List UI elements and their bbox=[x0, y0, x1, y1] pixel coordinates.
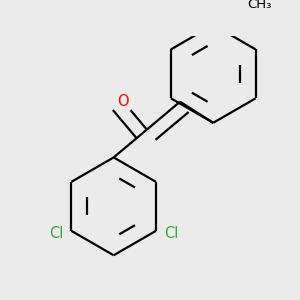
Text: Cl: Cl bbox=[164, 226, 178, 241]
Text: Cl: Cl bbox=[49, 226, 63, 241]
Text: CH₃: CH₃ bbox=[248, 0, 272, 11]
Text: O: O bbox=[117, 94, 129, 109]
